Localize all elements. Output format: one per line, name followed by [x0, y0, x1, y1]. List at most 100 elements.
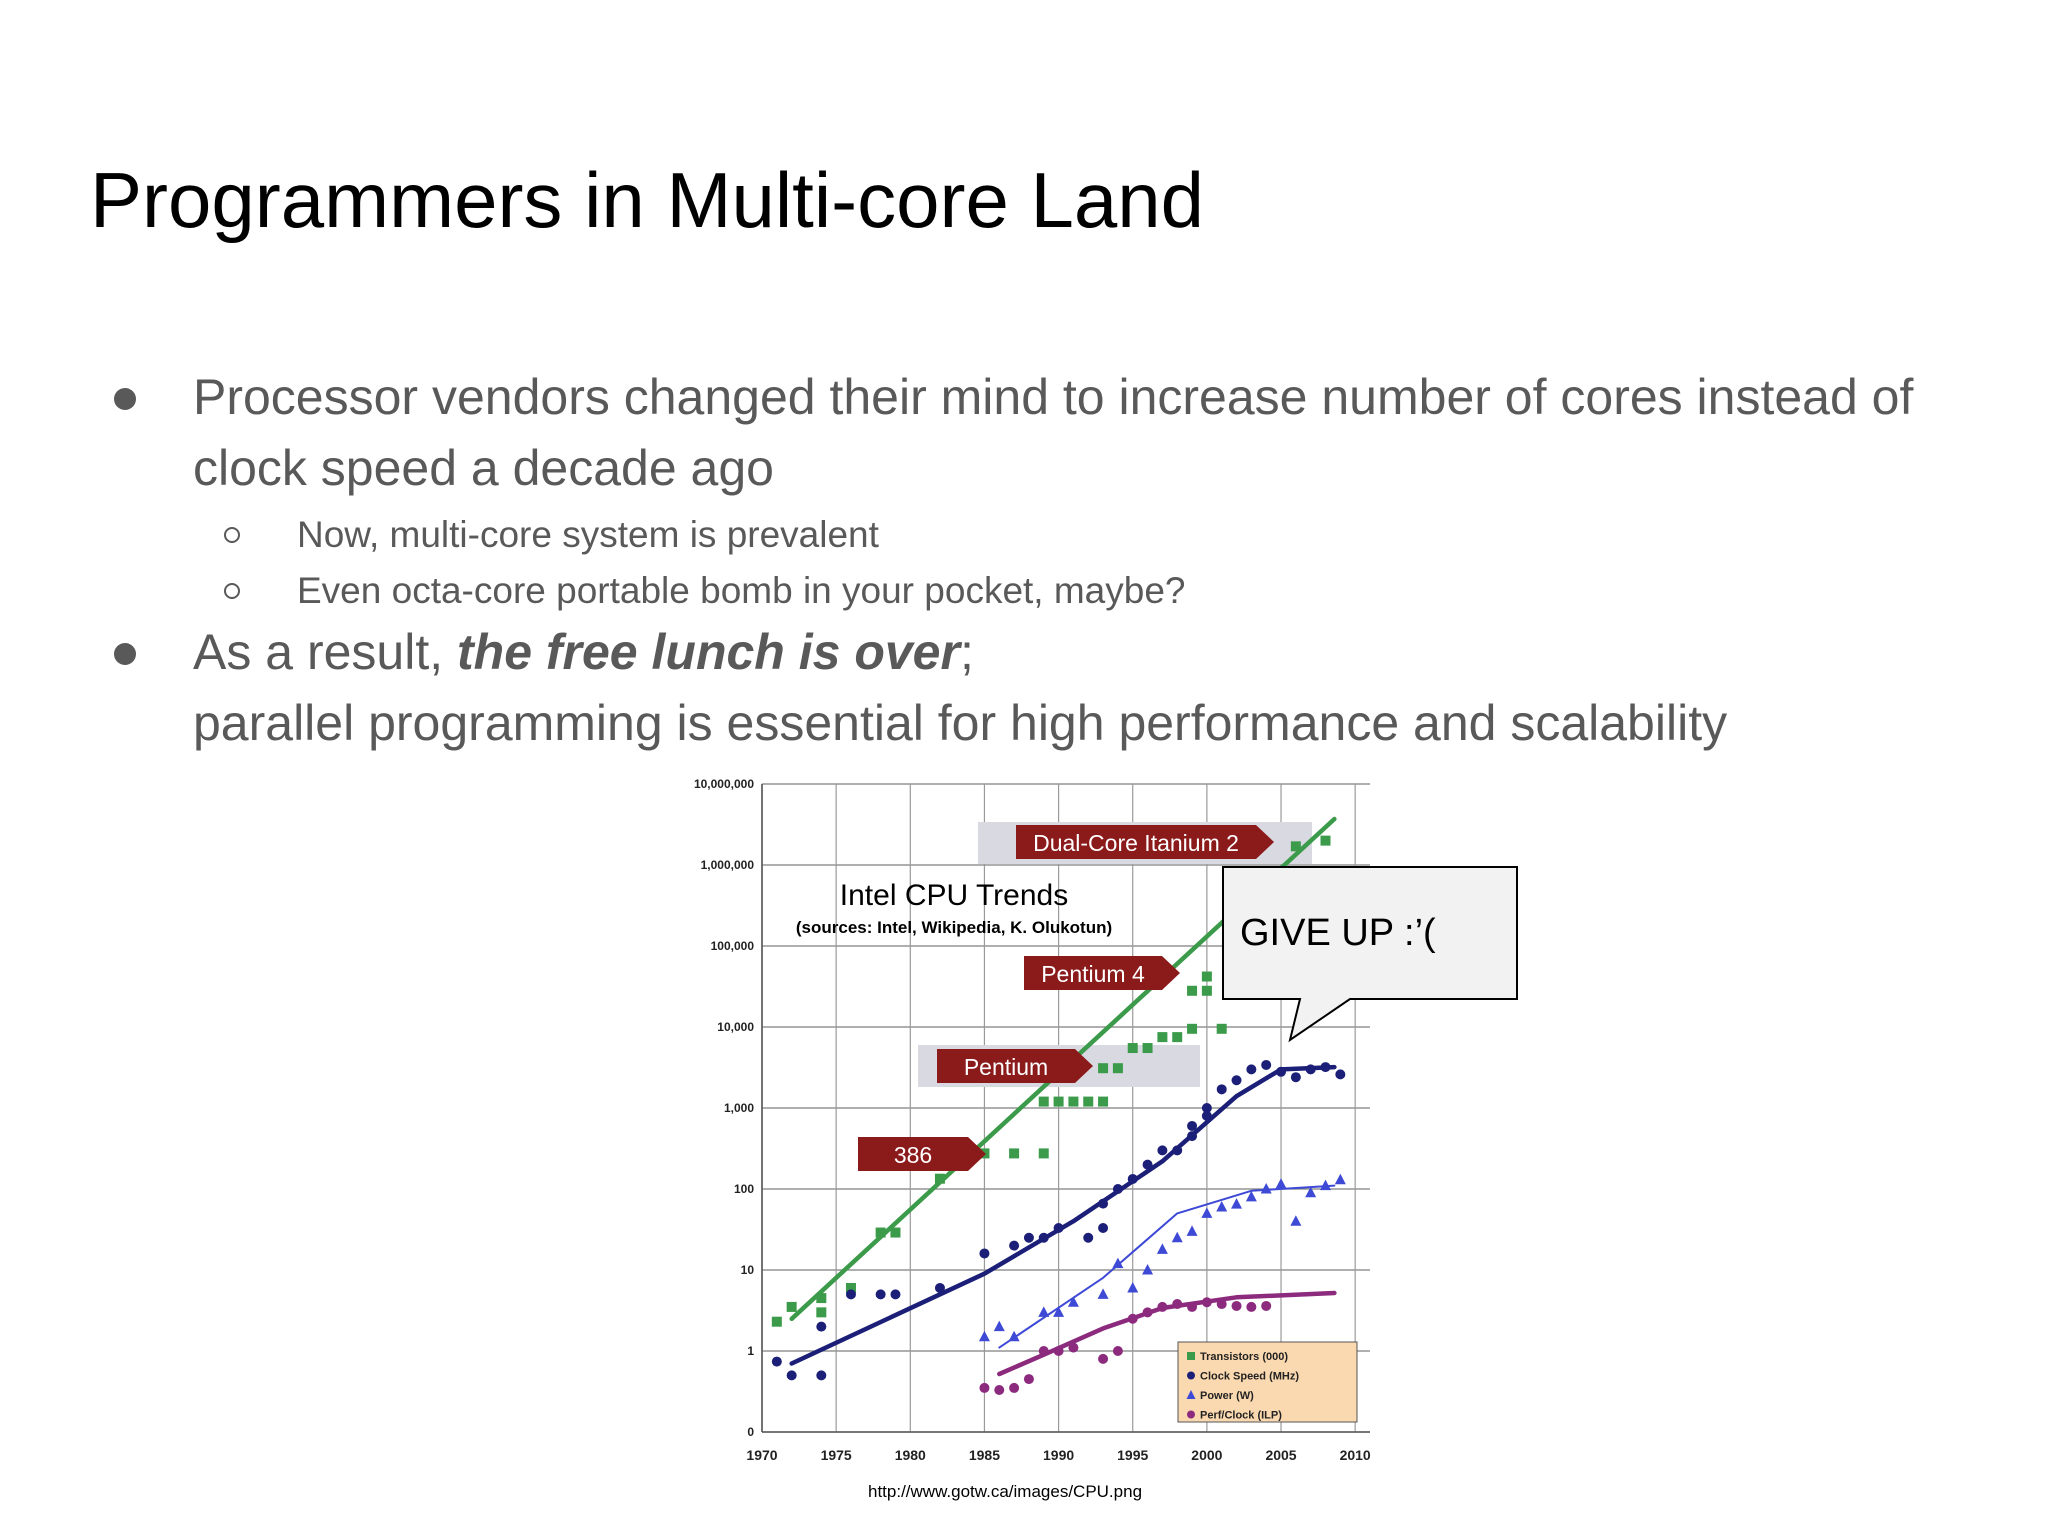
annotation-arrow [1016, 825, 1274, 859]
sub-bullet-dot [224, 583, 240, 599]
data-point [1156, 1243, 1168, 1254]
x-tick-label: 2005 [1265, 1447, 1296, 1463]
data-point [1261, 1059, 1272, 1070]
data-point [1053, 1223, 1064, 1234]
annotation-label: Pentium [964, 1054, 1048, 1080]
data-point [1098, 1198, 1109, 1209]
x-tick-label: 1985 [969, 1447, 1000, 1463]
data-point [1187, 985, 1198, 996]
data-point [1246, 1301, 1257, 1312]
data-point [1216, 1023, 1227, 1034]
data-point [1142, 1043, 1153, 1054]
data-point [1186, 1225, 1198, 1236]
data-point [1009, 1382, 1020, 1393]
data-point [1290, 841, 1301, 852]
data-point [1098, 1353, 1109, 1364]
source-url: http://www.gotw.ca/images/CPU.png [868, 1482, 1143, 1501]
data-point [934, 1173, 945, 1184]
bullet-2-emphasis: the free lunch is over [457, 624, 960, 680]
data-point [875, 1227, 886, 1238]
data-point [1038, 1346, 1049, 1356]
callout-text: GIVE UP :’( [1240, 912, 1436, 954]
data-point [1142, 1264, 1154, 1275]
data-point [890, 1289, 901, 1300]
data-point [1171, 1231, 1183, 1243]
data-point [1112, 1346, 1123, 1356]
data-point [1098, 1063, 1109, 1074]
data-point [1023, 1232, 1034, 1243]
data-point [1157, 1145, 1168, 1156]
bullet-2-line-2: parallel programming is essential for hi… [193, 695, 1728, 751]
data-point [1112, 1063, 1123, 1074]
x-tick-label: 1990 [1043, 1447, 1074, 1463]
data-point [1009, 1148, 1020, 1159]
speech-bubble-shape [1222, 866, 1518, 1043]
y-tick-label: 0 [747, 1425, 754, 1439]
data-point [890, 1227, 901, 1238]
bullet-2-line-1: As a result, the free lunch is over; [193, 617, 974, 688]
data-point [1127, 1281, 1139, 1293]
bullet-1-line-1: Processor vendors changed their mind to … [193, 369, 1914, 425]
y-tick-label: 1,000,000 [701, 858, 755, 872]
x-tick-label: 2010 [1340, 1447, 1371, 1463]
slide-title: Programmers in Multi-core Land [90, 156, 1205, 244]
legend-marker [1186, 1390, 1196, 1399]
data-point [1261, 1300, 1272, 1311]
y-tick-label: 1,000 [724, 1101, 754, 1115]
data-point [845, 1289, 856, 1300]
data-point [1098, 1096, 1109, 1107]
data-point [1290, 1215, 1302, 1226]
x-tick-label: 1975 [821, 1447, 852, 1463]
data-point [786, 1370, 797, 1381]
data-point [1231, 1198, 1243, 1209]
bullet-dot [114, 388, 136, 410]
x-tick-label: 1980 [895, 1447, 926, 1463]
data-point [1334, 1173, 1346, 1185]
data-point [1068, 1342, 1079, 1353]
data-point [1335, 1069, 1346, 1080]
data-point [1320, 1062, 1331, 1073]
annotation-label: Pentium 4 [1041, 961, 1145, 987]
data-point [978, 1330, 990, 1342]
data-point [1187, 1120, 1198, 1131]
y-tick-label: 1 [747, 1344, 754, 1358]
y-tick-label: 100,000 [711, 939, 755, 953]
sub-bullet-1: Now, multi-core system is prevalent [297, 514, 879, 555]
data-point [1127, 1043, 1138, 1054]
data-point [1201, 1103, 1212, 1113]
data-point [816, 1370, 827, 1381]
data-point [1112, 1184, 1123, 1194]
data-point [1127, 1313, 1138, 1324]
speech-bubble [1222, 866, 1518, 1043]
legend-label: Power (W) [1200, 1390, 1254, 1402]
data-point [1276, 1066, 1287, 1077]
annotation-label: 386 [894, 1142, 932, 1168]
data-point [1216, 1299, 1227, 1310]
data-point [1009, 1240, 1020, 1251]
legend-label: Clock Speed (MHz) [1200, 1371, 1299, 1383]
data-point [1172, 1032, 1183, 1043]
legend-box [1177, 1341, 1358, 1423]
data-point [1172, 1299, 1183, 1310]
data-point [1201, 1207, 1213, 1218]
y-tick-label: 10,000,000 [694, 777, 754, 791]
annotation-arrow [937, 1049, 1093, 1083]
data-point [816, 1293, 827, 1304]
data-point [1098, 1223, 1109, 1234]
x-tick-label: 2000 [1191, 1447, 1222, 1463]
chart-subtitle: (sources: Intel, Wikipedia, K. Olukotun) [796, 918, 1112, 937]
x-tick-label: 1995 [1117, 1447, 1148, 1463]
data-point [1083, 1096, 1094, 1107]
trend-line [998, 1184, 1336, 1349]
y-tick-label: 10,000 [717, 1020, 754, 1034]
bullet-2-prefix: As a result, [193, 624, 457, 680]
data-point [1067, 1296, 1079, 1307]
data-point [1305, 1064, 1316, 1075]
data-point [1038, 1148, 1049, 1159]
data-point [1201, 985, 1212, 996]
data-point [1142, 1159, 1153, 1170]
legend-marker [1187, 1371, 1195, 1380]
data-point [1127, 1173, 1138, 1184]
data-point [1083, 1232, 1094, 1243]
